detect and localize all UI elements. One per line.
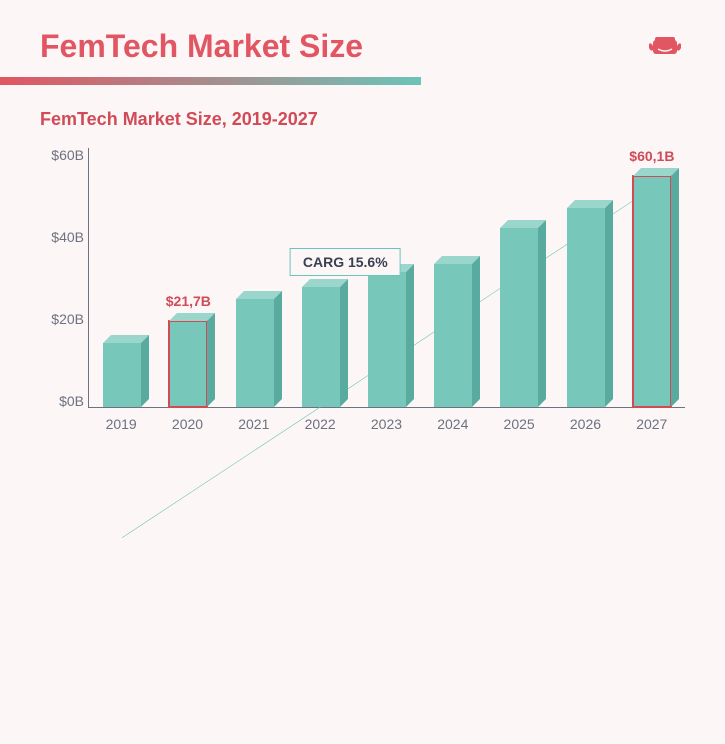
x-axis: 201920202021202220232024202520262027 bbox=[88, 410, 685, 438]
header: FemTech Market Size bbox=[0, 0, 725, 77]
bar bbox=[500, 228, 538, 407]
bar-value-label: $60,1B bbox=[629, 148, 674, 164]
x-tick: 2026 bbox=[552, 410, 618, 438]
x-tick: 2027 bbox=[619, 410, 685, 438]
x-tick: 2021 bbox=[221, 410, 287, 438]
gradient-divider bbox=[0, 77, 421, 85]
bar-slot bbox=[553, 148, 619, 407]
x-tick: 2022 bbox=[287, 410, 353, 438]
plot-area: $21,7B $60,1B CARG 15.6% bbox=[88, 148, 685, 408]
bar-slot bbox=[420, 148, 486, 407]
bar-slot: $21,7B bbox=[155, 148, 221, 407]
bar bbox=[368, 272, 406, 407]
y-tick: $60B bbox=[40, 148, 84, 162]
bar-slot bbox=[354, 148, 420, 407]
bar-slot bbox=[486, 148, 552, 407]
bar-slot bbox=[221, 148, 287, 407]
x-tick: 2023 bbox=[353, 410, 419, 438]
bar: $60,1B bbox=[633, 176, 671, 407]
brand-icon bbox=[645, 32, 685, 62]
bar bbox=[434, 264, 472, 407]
x-tick: 2025 bbox=[486, 410, 552, 438]
y-tick: $20B bbox=[40, 312, 84, 326]
bar bbox=[302, 287, 340, 407]
y-axis: $60B $40B $20B $0B bbox=[40, 148, 84, 408]
bar: $21,7B bbox=[169, 321, 207, 407]
y-tick: $0B bbox=[40, 394, 84, 408]
bar bbox=[103, 343, 141, 407]
x-tick: 2024 bbox=[420, 410, 486, 438]
bar-slot: $60,1B bbox=[619, 148, 685, 407]
x-tick: 2020 bbox=[154, 410, 220, 438]
chart-subtitle: FemTech Market Size, 2019-2027 bbox=[40, 109, 685, 130]
x-tick: 2019 bbox=[88, 410, 154, 438]
bar bbox=[567, 208, 605, 407]
carg-annotation: CARG 15.6% bbox=[290, 248, 401, 276]
bars-group: $21,7B $60,1B bbox=[89, 148, 685, 407]
bar bbox=[236, 299, 274, 407]
y-tick: $40B bbox=[40, 230, 84, 244]
page-title: FemTech Market Size bbox=[40, 28, 363, 65]
chart-container: FemTech Market Size, 2019-2027 $60B$40B$… bbox=[0, 85, 725, 438]
chart-area: $60B$40B$20B$0B $21,7B$60,1B CARG 15.6% … bbox=[40, 148, 685, 438]
bar-value-label: $21,7B bbox=[166, 293, 211, 309]
bar-slot bbox=[89, 148, 155, 407]
bar-slot bbox=[288, 148, 354, 407]
